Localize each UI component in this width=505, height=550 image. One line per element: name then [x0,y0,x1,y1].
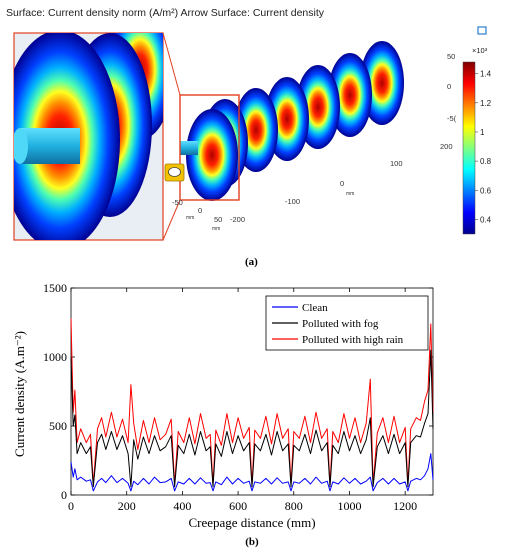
legend-label: Polluted with high rain [302,334,404,346]
axis-tick: -200 [230,215,245,224]
axis-tick: -50 [172,198,183,207]
axis-tick: 0 [340,179,344,188]
legend-label: Clean [302,302,328,314]
axis-tick: 0 [198,206,202,215]
zoom-selection-box [179,94,240,201]
colorbar-tick-label: 0.8 [480,157,492,166]
colorbar: ×10³ 1.4 1.2 1 0.8 0.6 0.4 [462,46,492,235]
axis-tick: 50 [447,52,455,61]
x-tick-label: 800 [285,499,303,513]
disc-1 [186,109,238,201]
panel-a-title: Surface: Current density norm (A/m²) Arr… [6,7,325,19]
zoom-line-top [162,32,181,96]
x-axis: 0 200 400 600 800 1000 1200 [68,288,417,513]
series-line-polluted-with-high-rain [70,318,434,485]
axis-unit: mm [186,215,194,221]
axis-tick: -5( [447,114,457,123]
x-axis-label: Creepage distance (mm) [188,515,315,530]
axis-unit: mm [212,226,220,232]
zoom-line-bottom [162,199,181,241]
legend: Clean Polluted with fog Polluted with high… [265,295,429,351]
x-tick-label: 200 [118,499,136,513]
window-icon[interactable] [477,26,487,35]
panel-b-label: (b) [245,536,259,548]
simulation-panel-a: Surface: Current density norm (A/m²) Arr… [6,7,492,268]
colorbar-tick-label: 1.2 [480,99,492,108]
insulator-string [180,41,404,201]
legend-label: Polluted with fog [302,318,379,330]
x-tick-label: 1000 [337,499,361,513]
colorbar-tick-label: 1 [480,128,485,137]
panel-a-label: (a) [245,256,258,268]
axis-tick: -100 [285,197,300,206]
axis-unit: mm [346,191,354,197]
y-tick-label: 1000 [43,350,67,364]
colorbar-exponent: ×10³ [472,46,488,55]
comment-icon[interactable] [164,163,185,182]
chart-panel-b: 0 500 1000 1500 0 200 400 600 800 1000 1200 Creep… [12,281,434,548]
y-axis: 0 500 1000 1500 [43,281,433,502]
insulator-end-fitting [180,141,198,155]
axis-tick: 0 [447,82,451,91]
colorbar-scale [462,61,476,235]
axis-tick: 100 [390,159,403,168]
y-tick-label: 500 [49,419,67,433]
x-tick-label: 400 [173,499,191,513]
x-tick-label: 600 [229,499,247,513]
x-tick-label: 0 [68,499,74,513]
series-line-polluted-with-fog [70,349,434,488]
colorbar-tick-label: 0.6 [480,186,492,195]
series-lines [70,318,434,492]
y-tick-label: 0 [61,488,67,502]
series-line-clean [70,453,434,492]
x-tick-label: 1200 [393,499,417,513]
colorbar-tick-label: 0.4 [480,215,492,224]
y-tick-label: 1500 [43,281,67,295]
colorbar-tick-label: 1.4 [480,70,492,79]
axis-tick: 50 [214,215,222,224]
zoom-inset [13,32,164,241]
y-axis-label: Current density (A.m⁻²) [12,331,27,457]
axis-tick: 200 [440,142,453,151]
